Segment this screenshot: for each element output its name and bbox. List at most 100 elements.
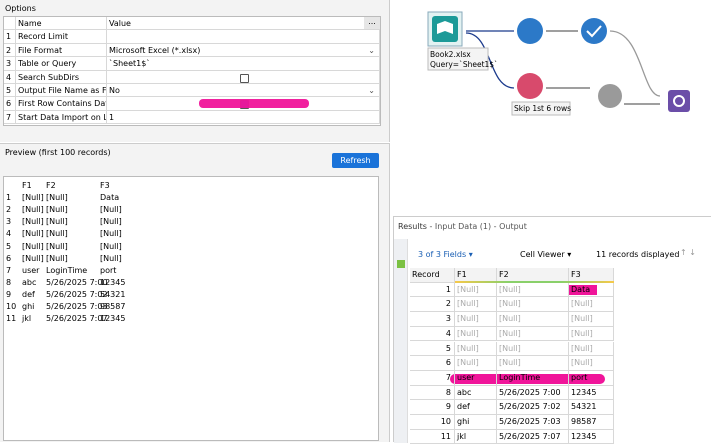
- options-title: Options: [5, 4, 36, 13]
- gear-icon: [673, 95, 685, 107]
- row-number: 9: [6, 289, 12, 299]
- result-cell: [Null]: [455, 297, 497, 313]
- record-number: 1: [410, 282, 455, 298]
- column-color-bar: [455, 280, 614, 283]
- record-number: 9: [410, 400, 455, 415]
- redaction-mark: [450, 373, 605, 384]
- result-cell: port: [569, 370, 614, 386]
- preview-cell: Data: [100, 193, 120, 203]
- row-number: 6: [6, 253, 12, 263]
- preview-cell: [Null]: [46, 193, 68, 203]
- preview-cell: [Null]: [100, 217, 122, 227]
- select-tool[interactable]: [517, 18, 543, 44]
- preview-cell: port: [100, 265, 117, 275]
- filter-tool[interactable]: [581, 18, 607, 44]
- option-value[interactable]: Microsoft Excel (*.xlsx) ⌄: [107, 43, 380, 58]
- preview-cell: user: [22, 265, 40, 275]
- option-value[interactable]: No ⌄: [107, 84, 380, 98]
- results-sidebar: [394, 239, 408, 443]
- nav-arrows[interactable]: ↑ ↓: [680, 248, 696, 257]
- option-name: Start Data Import on Line: [16, 110, 107, 125]
- column-header: Record: [410, 268, 455, 283]
- preview-cell: 12345: [100, 277, 126, 287]
- cell-viewer[interactable]: Cell Viewer ▾: [520, 250, 572, 259]
- preview-cell: [Null]: [100, 253, 122, 263]
- preview-title: Preview (first 100 records): [5, 148, 111, 157]
- row-number: 3: [4, 57, 16, 71]
- row-number: 3: [6, 217, 12, 227]
- record-count: 11 records displayed: [596, 250, 680, 259]
- column-header: Value: [107, 17, 380, 31]
- workflow-canvas: Book2.xlsx Query=`Sheet1$` Skip 1st 6 ro…: [392, 0, 711, 214]
- row-number: 11: [6, 314, 17, 324]
- column-header: Name: [16, 17, 107, 31]
- result-cell: [Null]: [569, 312, 614, 327]
- input-label: Query=`Sheet1$`: [430, 60, 498, 69]
- preview-cell: [Null]: [100, 205, 122, 215]
- dynamic-rename-tool[interactable]: [598, 84, 622, 108]
- row-number: 6: [4, 97, 16, 111]
- result-cell: user: [455, 370, 497, 386]
- result-cell: [Null]: [455, 356, 497, 371]
- sample-annotation: [511, 101, 571, 116]
- check-icon: [586, 25, 602, 38]
- option-name: Output File Name as Field: [16, 84, 107, 98]
- option-name: Search SubDirs: [16, 70, 107, 84]
- sample-tool[interactable]: [517, 73, 543, 99]
- option-value[interactable]: 1: [107, 110, 380, 125]
- row-number: 4: [6, 229, 12, 239]
- record-number: 5: [410, 341, 455, 357]
- result-cell: [Null]: [455, 341, 497, 357]
- preview-cell: [Null]: [46, 241, 68, 251]
- column-header: F2: [46, 181, 56, 190]
- browse-button[interactable]: ...: [364, 17, 380, 29]
- results-header: Results - Input Data (1) - Output: [398, 222, 527, 231]
- row-number: 5: [4, 84, 16, 98]
- preview-cell: [Null]: [46, 205, 68, 215]
- record-number: 10: [410, 415, 455, 430]
- preview-cell: [Null]: [46, 229, 68, 239]
- book-icon: [437, 21, 453, 34]
- union-tool[interactable]: [668, 90, 690, 112]
- sample-label: Skip 1st 6 rows: [514, 104, 571, 113]
- option-value[interactable]: [107, 70, 380, 84]
- options-grid: Name Value 1 Record Limit 2 File Format Micros…: [3, 16, 381, 126]
- preview-cell: abc: [22, 277, 37, 287]
- result-cell: 12345: [569, 385, 614, 401]
- preview-cell: [Null]: [22, 241, 44, 251]
- result-cell: [Null]: [497, 312, 569, 327]
- result-cell: [Null]: [497, 282, 569, 298]
- record-number: 7: [410, 370, 455, 386]
- row-number: 10: [6, 302, 17, 311]
- preview-cell: 98587: [100, 302, 126, 311]
- column-header: F3: [100, 181, 110, 190]
- input-label: Book2.xlsx: [430, 50, 471, 59]
- result-cell: Data: [569, 282, 614, 298]
- row-number: 7: [4, 110, 16, 125]
- result-cell: [Null]: [569, 341, 614, 357]
- preview-cell: 54321: [100, 289, 126, 299]
- checkbox[interactable]: [240, 73, 249, 83]
- connection: [609, 30, 661, 97]
- record-number: 4: [410, 326, 455, 342]
- fields-selector[interactable]: 3 of 3 Fields ▾: [418, 250, 473, 259]
- preview-cell: [Null]: [22, 217, 44, 227]
- result-cell: [Null]: [455, 282, 497, 298]
- refresh-button[interactable]: Refresh: [332, 153, 379, 168]
- result-cell: [Null]: [455, 312, 497, 327]
- preview-table: F1 F2 F3 1 [Null] [Null] Data 2 [Null] [Null] [Nul…: [3, 176, 379, 441]
- option-value[interactable]: [107, 97, 380, 111]
- sidebar-icon[interactable]: [397, 260, 405, 268]
- option-value[interactable]: `Sheet1$`: [107, 57, 380, 71]
- result-cell: [Null]: [497, 341, 569, 357]
- result-cell: [Null]: [497, 356, 569, 371]
- row-number: 2: [4, 43, 16, 58]
- result-cell: 5/26/2025 7:00: [497, 385, 569, 401]
- option-name: Table or Query: [16, 57, 107, 71]
- result-cell: 98587: [569, 415, 614, 430]
- option-value[interactable]: [107, 30, 380, 44]
- result-cell: [Null]: [497, 326, 569, 342]
- preview-cell: ghi: [22, 302, 35, 311]
- preview-cell: [Null]: [100, 241, 122, 251]
